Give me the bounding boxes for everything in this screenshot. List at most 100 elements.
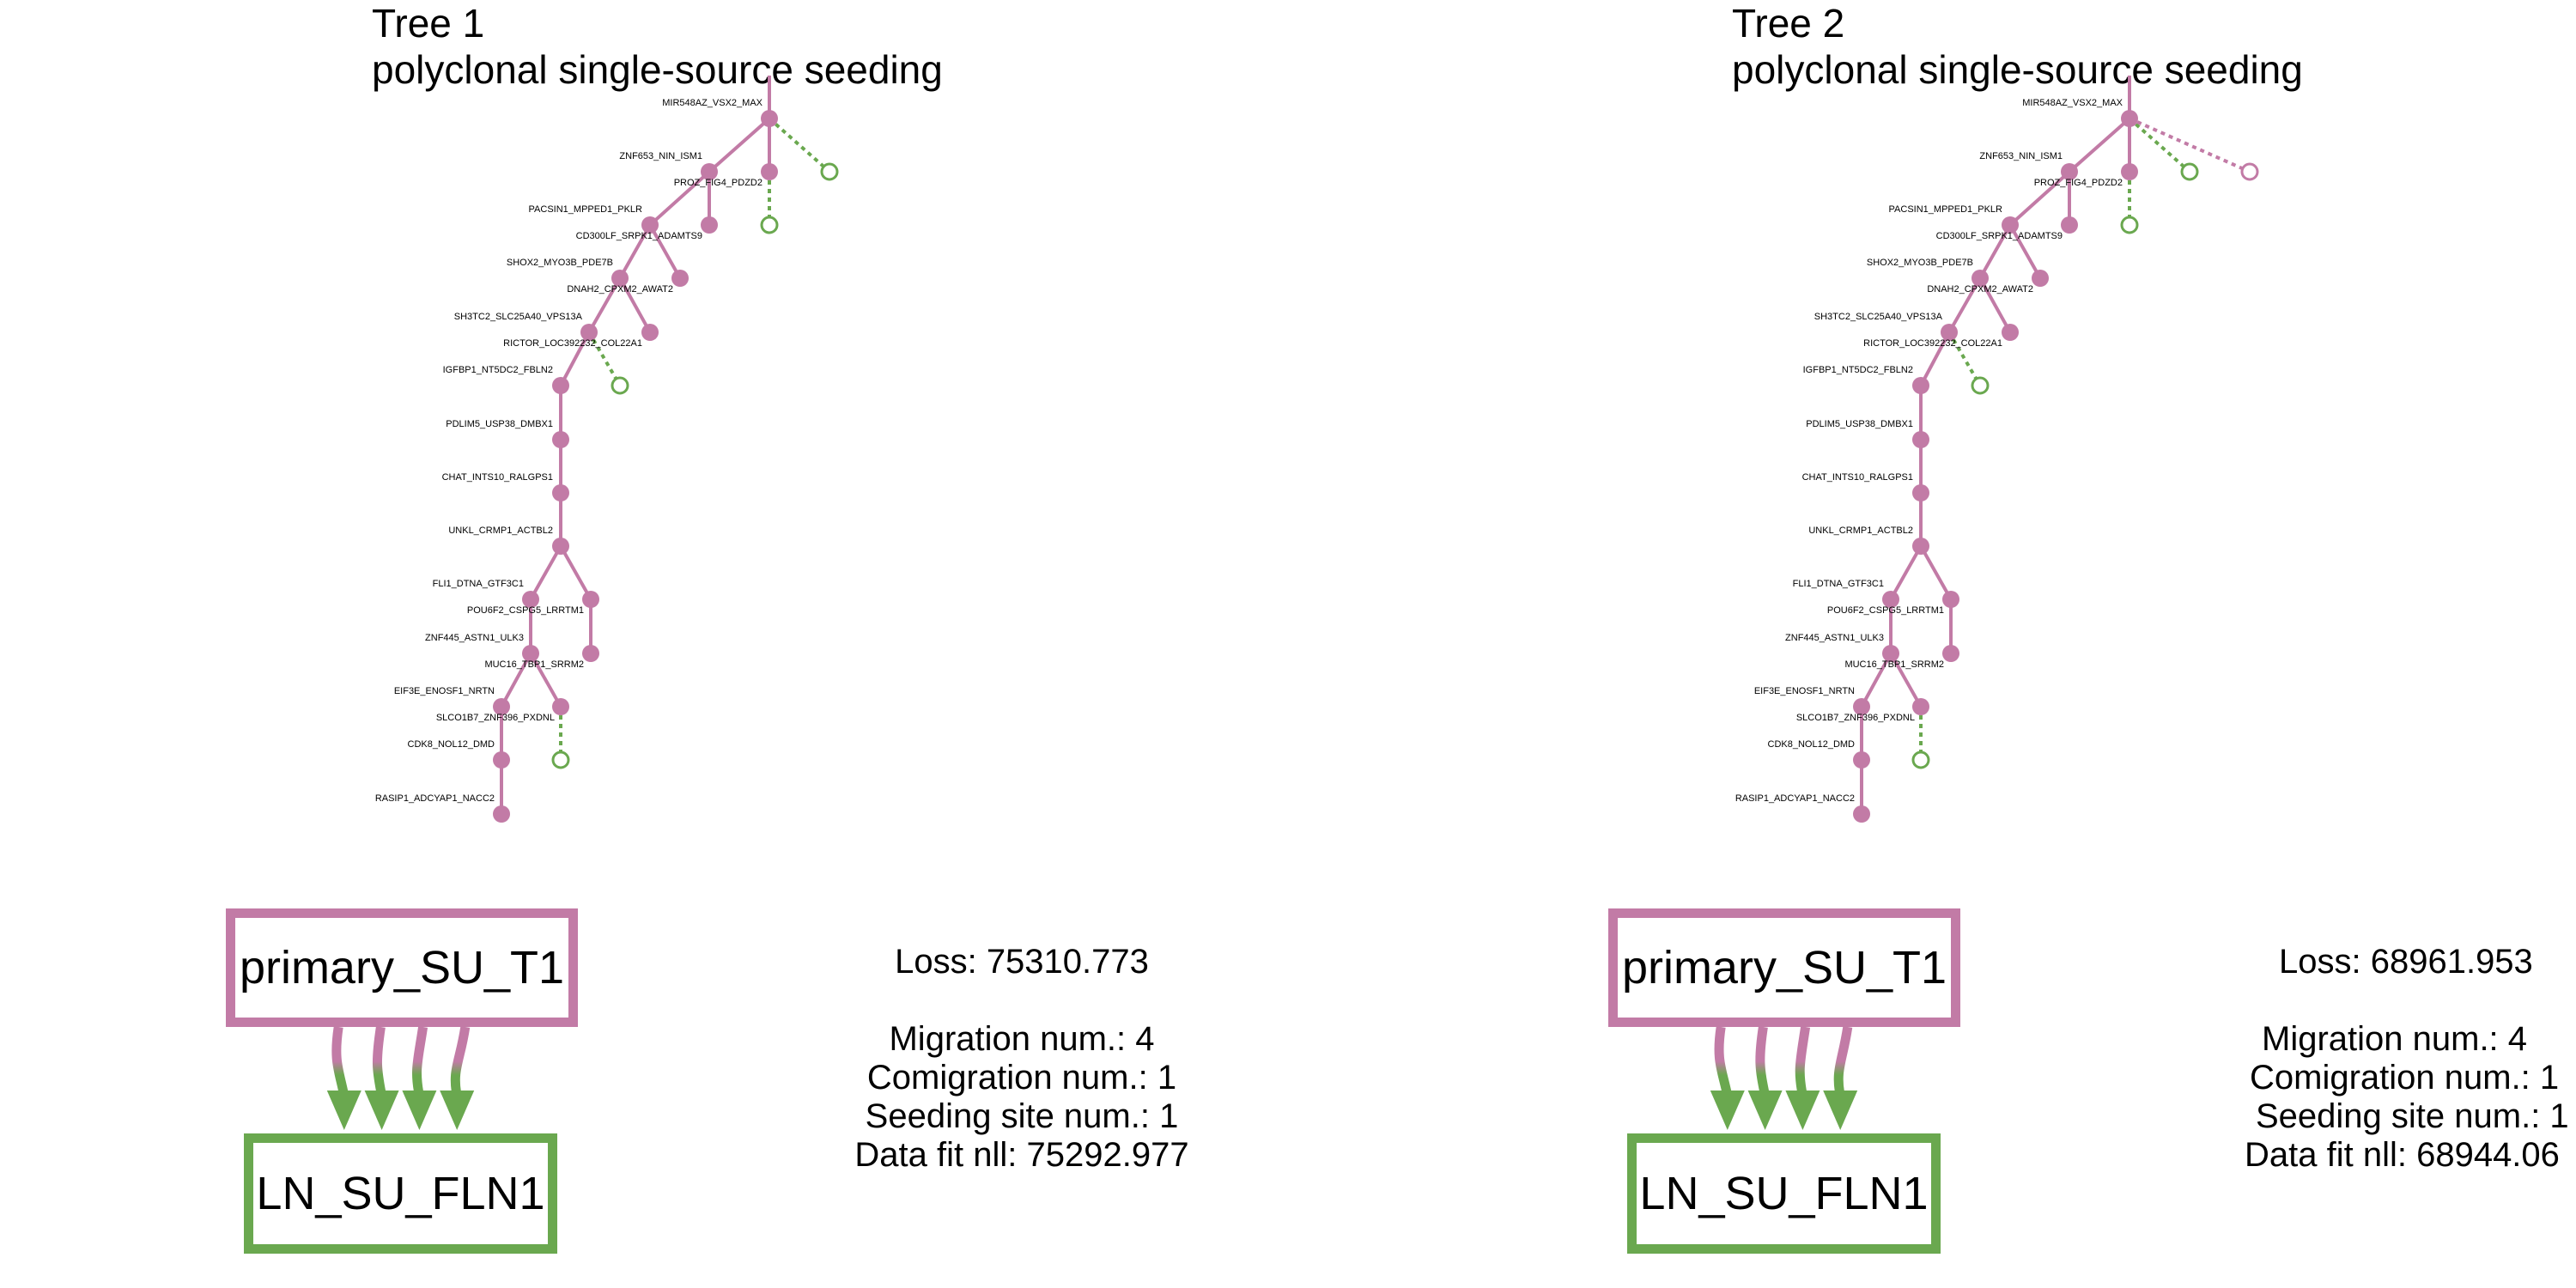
node-label: ZNF653_NIN_ISM1 (1979, 151, 2063, 161)
tree-node (1882, 591, 1899, 608)
tree-node (1942, 591, 1959, 608)
tree-edge (529, 545, 562, 600)
node-label: MIR548AZ_VSX2_MAX (2022, 98, 2123, 108)
hollow-node (820, 162, 839, 181)
target-site-box: LN_SU_FLN1 (1627, 1133, 1941, 1254)
tree-edge (500, 653, 532, 708)
tree-edge (1860, 653, 1893, 708)
node-label: ZNF445_ASTN1_ULK3 (1785, 633, 1884, 643)
migration-arrow-shaft (1795, 1026, 1811, 1097)
node-label: DNAH2_CPXM2_AWAT2 (567, 284, 673, 295)
node-label: CD300LF_SRPK1_ADAMTS9 (576, 231, 702, 241)
tree-node (641, 324, 659, 341)
tree-node (552, 377, 569, 394)
tree-node (493, 805, 510, 823)
node-label: SH3TC2_SLC25A40_VPS13A (1814, 312, 1943, 322)
hollow-node (1971, 376, 1990, 395)
datafit-text: Data fit nll: 68944.06 (2245, 1136, 2560, 1174)
node-label: RICTOR_LOC392232_COL22A1 (1863, 338, 2002, 349)
migration-arrowhead (1747, 1091, 1783, 1130)
node-label: CHAT_INTS10_RALGPS1 (442, 472, 553, 483)
hollow-node (2180, 162, 2199, 181)
node-label: CHAT_INTS10_RALGPS1 (1802, 472, 1913, 483)
tree-node (2121, 110, 2138, 127)
migration-arrowhead (1823, 1091, 1858, 1130)
node-label: POU6F2_CSPG5_LRRTM1 (1827, 605, 1944, 616)
tree-node (582, 645, 599, 662)
tree-node (522, 645, 539, 662)
tree-node (522, 591, 539, 608)
node-label: FLI1_DTNA_GTF3C1 (1793, 579, 1884, 589)
tree-edge (648, 224, 682, 279)
migration-arrowhead (1710, 1091, 1745, 1130)
tree-node (2032, 270, 2049, 287)
tree-edge (1889, 653, 1923, 708)
tree-edge (708, 117, 771, 173)
tree-name: Tree 1 (372, 1, 485, 46)
node-label: PACSIN1_MPPED1_PKLR (529, 204, 643, 215)
migration-arrowhead (364, 1091, 399, 1130)
stats-block: Loss: 68961.953 Migration num.: 4 Comigr… (2245, 943, 2576, 1175)
migration-arrow-shaft (1714, 1026, 1733, 1097)
tree-edge (1978, 224, 2012, 279)
tree-node (552, 698, 569, 715)
migration-graph (326, 1026, 475, 1130)
node-label: MUC16_TBP1_SRRM2 (1844, 659, 1944, 670)
source-site-box: primary_SU_T1 (1608, 908, 1960, 1027)
tree-node (671, 270, 689, 287)
migration-text: Migration num.: 4 (2262, 1020, 2528, 1058)
tree-node (552, 538, 569, 555)
hollow-node (551, 750, 570, 769)
tree-node (2061, 216, 2078, 234)
tree-edge (559, 545, 592, 600)
migration-graph (1710, 1026, 1858, 1130)
tree-edge (618, 224, 652, 279)
loss-text: Loss: 75310.773 (895, 943, 1149, 981)
node-label: POU6F2_CSPG5_LRRTM1 (467, 605, 584, 616)
tree-node (1882, 645, 1899, 662)
tree-node (1941, 324, 1958, 341)
node-label: EIF3E_ENOSF1_NRTN (394, 686, 495, 696)
migration-arrow-shaft (1833, 1026, 1853, 1097)
migration-arrow-shaft (331, 1026, 349, 1097)
tree-panel-2: Tree 2 polyclonal single-source seeding … (1360, 0, 2576, 1288)
tree-node (1853, 751, 1870, 769)
node-label: IGFBP1_NT5DC2_FBLN2 (1803, 365, 1913, 375)
migration-arrowhead (402, 1091, 437, 1130)
tree-node (1912, 698, 1929, 715)
node-label: PACSIN1_MPPED1_PKLR (1889, 204, 2003, 215)
tree-edge (587, 277, 622, 333)
seeding-text: Seeding site num.: 1 (2256, 1097, 2569, 1135)
tree-node (761, 110, 778, 127)
hollow-node (760, 216, 779, 234)
target-site-label: LN_SU_FLN1 (256, 1168, 545, 1219)
node-label: MUC16_TBP1_SRRM2 (484, 659, 584, 670)
node-label: PROZ_FIG4_PDZD2 (674, 178, 762, 188)
tree-node (1971, 270, 1989, 287)
source-site-label: primary_SU_T1 (1621, 942, 1947, 993)
tree-edge (2068, 117, 2131, 173)
migration-arrow-shaft (373, 1026, 386, 1097)
hollow-node (1911, 750, 1930, 769)
node-label: PROZ_FIG4_PDZD2 (2034, 178, 2123, 188)
seeding-text: Seeding site num.: 1 (865, 1097, 1179, 1135)
seeding-pattern: polyclonal single-source seeding (1732, 47, 2303, 92)
tree-title: Tree 2 polyclonal single-source seeding (1732, 0, 2303, 93)
tree-node (580, 324, 598, 341)
migration-text: Migration num.: 4 (889, 1020, 1155, 1058)
node-label: DNAH2_CPXM2_AWAT2 (1927, 284, 2033, 295)
node-label: PDLIM5_USP38_DMBX1 (1806, 419, 1913, 429)
tree-edge (1889, 545, 1923, 600)
node-label: SHOX2_MYO3B_PDE7B (507, 258, 613, 268)
node-label: SLCO1B7_ZNF396_PXDNL (1796, 713, 1915, 723)
tree-node (1942, 645, 1959, 662)
tree-title: Tree 1 polyclonal single-source seeding (372, 0, 943, 93)
tree-edge (618, 277, 652, 333)
node-label: CD300LF_SRPK1_ADAMTS9 (1936, 231, 2063, 241)
tree-edge (2008, 224, 2042, 279)
tree-node (611, 270, 629, 287)
migration-arrowhead (326, 1091, 361, 1130)
seeding-pattern: polyclonal single-source seeding (372, 47, 943, 92)
tree-node (1912, 377, 1929, 394)
tree-edge (1919, 331, 1951, 386)
